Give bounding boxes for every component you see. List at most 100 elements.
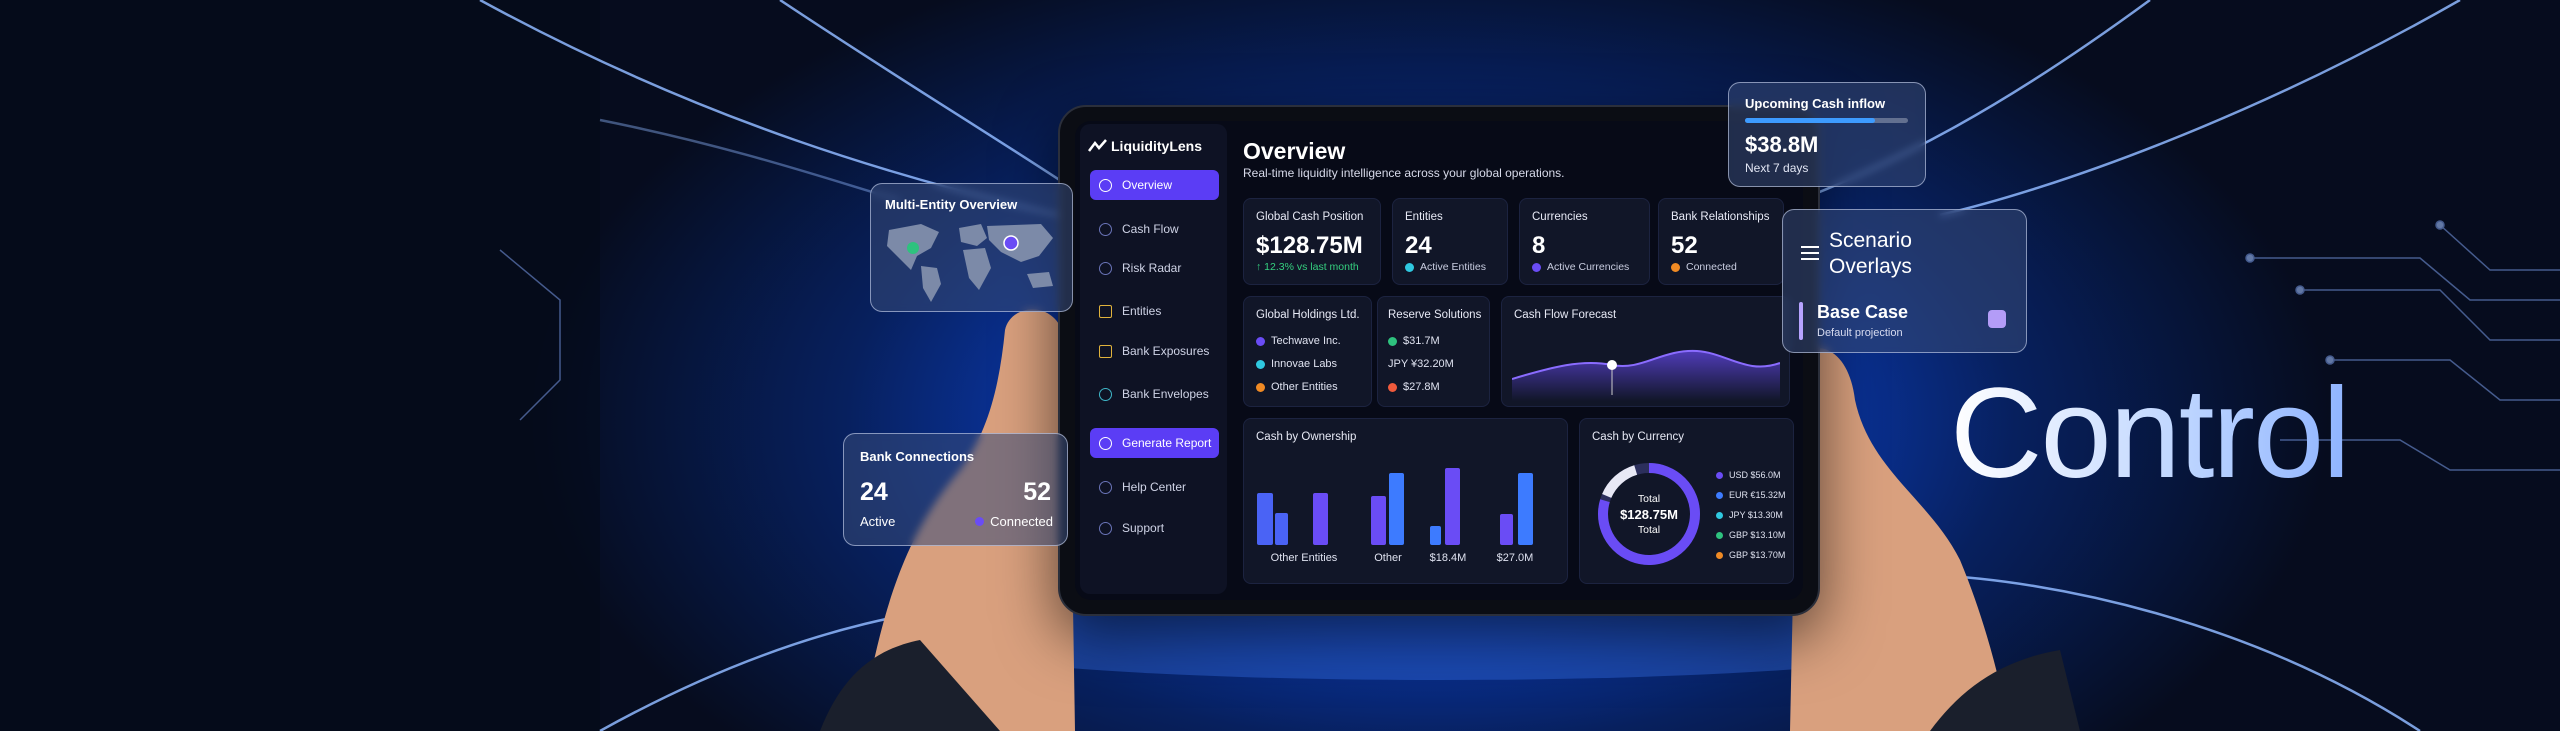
legend-row: EUR €15.32M: [1716, 490, 1786, 500]
nav-icon: [1099, 178, 1112, 192]
list-text: Innovae Labs: [1271, 358, 1338, 370]
option-checkbox[interactable]: [1988, 310, 2006, 328]
circuit: [2250, 257, 2560, 301]
status-dot: [1671, 262, 1680, 272]
nav-label[interactable]: Overview: [1122, 178, 1173, 192]
nav-item[interactable]: Entities: [1090, 296, 1219, 326]
right-hand: [1790, 347, 2080, 731]
legend-dot: [1716, 471, 1723, 479]
progress-track: [1745, 118, 1908, 123]
continent: [963, 248, 991, 290]
kpi-note-row: Active Entities: [1405, 261, 1486, 273]
bar: [1389, 473, 1404, 545]
nav-item[interactable]: Bank Envelopes: [1090, 379, 1219, 409]
list-row: $31.7M: [1388, 335, 1440, 347]
nav-item[interactable]: Support: [1090, 513, 1219, 543]
status-dot: [1405, 262, 1414, 272]
stat-value: 52: [1023, 478, 1051, 506]
kpi-label: Bank Relationships: [1671, 211, 1770, 223]
bar-label: $27.0M: [1496, 552, 1534, 564]
kpi-card: Currencies 8 Active Currencies: [1519, 198, 1650, 285]
circuit: [2439, 224, 2560, 271]
nav-icon: [1099, 304, 1112, 318]
bank-connections-card: Bank Connections 24 Active 52 Connected: [843, 433, 1068, 546]
card-title: Multi-Entity Overview: [885, 197, 1018, 212]
nav-label[interactable]: Bank Exposures: [1122, 344, 1210, 358]
list-row: Techwave Inc.: [1256, 335, 1341, 347]
card-title: Scenario Overlays: [1829, 229, 1912, 278]
nav-button[interactable]: Generate Report: [1090, 428, 1219, 458]
nav-icon: [1099, 344, 1112, 358]
nav-item[interactable]: Overview: [1090, 170, 1219, 200]
card-title: Cash Flow Forecast: [1514, 309, 1617, 321]
list-text: JPY ¥32.20M: [1388, 358, 1454, 370]
nav-label[interactable]: Help Center: [1122, 480, 1187, 494]
kpi-note-row: Connected: [1671, 261, 1737, 273]
scenario-card: Scenario Overlays Base Case Default proj…: [1782, 209, 2027, 353]
legend-dot: [1716, 491, 1723, 499]
donut-ring: [1598, 463, 1700, 565]
currency-donut: [1598, 463, 1700, 565]
nav-label[interactable]: Risk Radar: [1122, 261, 1182, 275]
continent: [921, 266, 941, 302]
kpi-note-row: Active Currencies: [1532, 261, 1629, 273]
nav-label[interactable]: Entities: [1122, 304, 1162, 318]
kpi-note: Active Entities: [1420, 261, 1486, 273]
nav-label[interactable]: Support: [1122, 521, 1165, 535]
forecast-chart: [1512, 349, 1780, 401]
nav-item[interactable]: Help Center: [1090, 472, 1219, 502]
streak: [779, 0, 1091, 202]
kpi-value: 52: [1671, 232, 1698, 259]
shade-left: [0, 0, 600, 731]
ownership-card: Cash by Ownership Other Entities Other $…: [1243, 418, 1568, 584]
sleeve: [1930, 650, 2080, 731]
forecast-area: [1512, 350, 1780, 401]
legend-row: JPY $13.30M: [1716, 510, 1783, 520]
option-name[interactable]: Base Case: [1817, 302, 1909, 322]
circuit: [2300, 289, 2560, 341]
stat-label: Connected: [990, 514, 1053, 529]
page-subtitle: Real-time liquidity intelligence across …: [1243, 166, 1565, 180]
legend-dot: [1716, 551, 1723, 559]
legend-text: GBP $13.70M: [1729, 550, 1786, 560]
circuit-node: [2295, 285, 2305, 295]
list-dot: [1256, 382, 1265, 392]
nav-label[interactable]: Generate Report: [1122, 436, 1212, 450]
list-text: Other Entities: [1271, 381, 1338, 393]
list-dot: [1388, 382, 1397, 392]
legend-row: GBP $13.70M: [1716, 550, 1785, 560]
bar: [1275, 513, 1288, 545]
progress-fill: [1745, 118, 1876, 123]
list-row: Innovae Labs: [1256, 358, 1337, 370]
ownership-bars: [1257, 468, 1533, 545]
nav-label[interactable]: Bank Envelopes: [1122, 387, 1209, 401]
nav-item[interactable]: Risk Radar: [1090, 253, 1219, 283]
card-title: Global Holdings Ltd.: [1256, 309, 1360, 321]
brand-logo: [1088, 139, 1107, 152]
holdings-card: Global Holdings Ltd. Techwave Inc. Innov…: [1243, 296, 1372, 407]
list-row: JPY ¥32.20M: [1388, 358, 1454, 370]
circuit-node: [2325, 355, 2335, 365]
headline: Control: [1950, 362, 2351, 505]
card-title: Cash by Currency: [1592, 431, 1685, 443]
kpi-label: Currencies: [1532, 211, 1588, 223]
kpi-card: Bank Relationships 52 Connected: [1658, 198, 1784, 285]
kpi-label: Global Cash Position: [1256, 211, 1364, 223]
list-text: Techwave Inc.: [1271, 335, 1341, 347]
bar: [1257, 493, 1273, 545]
forecast-marker: [1607, 360, 1617, 370]
nav-item[interactable]: Bank Exposures: [1090, 336, 1219, 366]
kpi-card: Entities 24 Active Entities: [1392, 198, 1508, 285]
nav-icon: [1099, 222, 1112, 236]
kpi-label: Entities: [1405, 211, 1443, 223]
brand-name: LiquidityLens: [1111, 138, 1202, 154]
upcoming-inflow-card: Upcoming Cash inflow $38.8M Next 7 days: [1728, 82, 1926, 187]
streak: [1929, 573, 2421, 731]
hand-skin: [1790, 347, 2010, 731]
nav-label[interactable]: Cash Flow: [1122, 222, 1179, 236]
nav-item[interactable]: Cash Flow: [1090, 214, 1219, 244]
stat-label-row: Connected: [975, 514, 1053, 529]
card-title: Cash by Ownership: [1256, 431, 1357, 443]
continent: [959, 224, 987, 246]
